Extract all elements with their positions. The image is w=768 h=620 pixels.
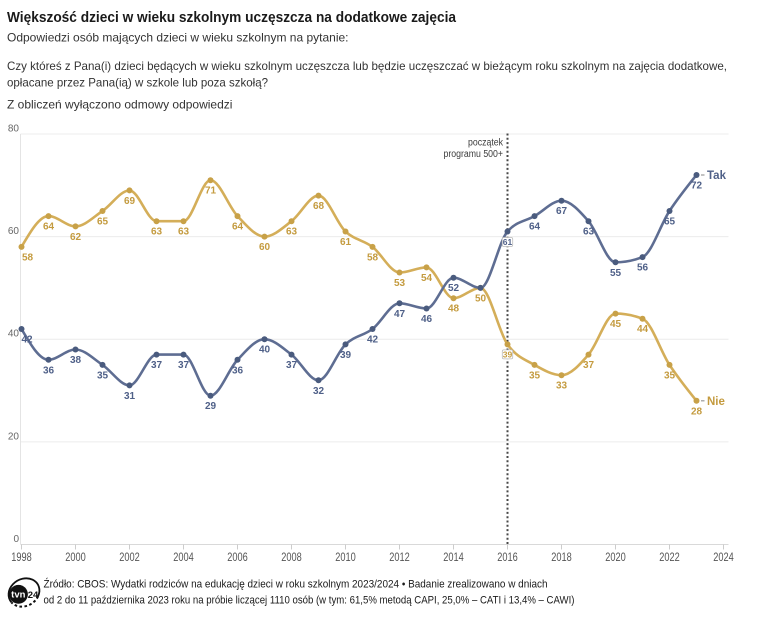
- svg-text:2006: 2006: [227, 552, 248, 564]
- svg-text:54: 54: [421, 273, 433, 284]
- svg-text:58: 58: [22, 252, 34, 263]
- svg-text:63: 63: [286, 227, 298, 238]
- svg-text:56: 56: [637, 263, 649, 274]
- svg-text:37: 37: [178, 360, 190, 371]
- svg-text:2022: 2022: [659, 552, 680, 564]
- svg-text:50: 50: [475, 293, 487, 304]
- svg-text:63: 63: [178, 227, 190, 238]
- svg-text:opłacane przez Pana(ią) w szko: opłacane przez Pana(ią) w szkole lub poz…: [7, 76, 268, 90]
- svg-text:32: 32: [313, 386, 325, 397]
- svg-text:80: 80: [8, 124, 20, 135]
- svg-text:35: 35: [97, 370, 109, 381]
- svg-text:38: 38: [70, 355, 82, 366]
- svg-text:60: 60: [259, 242, 271, 253]
- svg-text:2004: 2004: [173, 552, 194, 564]
- svg-text:39: 39: [503, 349, 513, 359]
- svg-text:2014: 2014: [443, 552, 464, 564]
- svg-text:tvn: tvn: [11, 590, 25, 601]
- svg-text:63: 63: [151, 227, 163, 238]
- svg-text:61: 61: [340, 237, 352, 248]
- svg-text:71: 71: [205, 186, 217, 197]
- svg-text:2012: 2012: [389, 552, 410, 564]
- svg-text:28: 28: [691, 406, 703, 417]
- svg-text:2024: 2024: [713, 552, 734, 564]
- svg-text:61: 61: [503, 237, 513, 247]
- svg-text:33: 33: [556, 381, 568, 392]
- svg-text:36: 36: [43, 365, 55, 376]
- svg-text:65: 65: [97, 217, 109, 228]
- svg-text:29: 29: [205, 401, 217, 412]
- svg-text:64: 64: [43, 222, 55, 233]
- svg-text:44: 44: [637, 324, 649, 335]
- svg-text:67: 67: [556, 206, 568, 217]
- svg-text:69: 69: [124, 196, 136, 207]
- svg-text:1998: 1998: [11, 552, 32, 564]
- svg-text:2002: 2002: [119, 552, 140, 564]
- svg-text:60: 60: [8, 226, 20, 237]
- svg-text:2018: 2018: [551, 552, 572, 564]
- svg-text:Z obliczeń wyłączono odmowy od: Z obliczeń wyłączono odmowy odpowiedzi: [7, 98, 232, 112]
- svg-text:47: 47: [394, 309, 406, 320]
- svg-text:58: 58: [367, 252, 379, 263]
- svg-text:37: 37: [286, 360, 298, 371]
- svg-text:68: 68: [313, 201, 325, 212]
- svg-text:programu 500+: programu 500+: [444, 149, 504, 160]
- svg-text:Źródło: CBOS: Wydatki rodziców: Źródło: CBOS: Wydatki rodziców na edukac…: [44, 578, 548, 591]
- svg-text:36: 36: [232, 365, 244, 376]
- svg-text:40: 40: [259, 345, 271, 356]
- svg-text:62: 62: [70, 232, 82, 243]
- svg-text:55: 55: [610, 268, 622, 279]
- svg-text:42: 42: [21, 335, 33, 346]
- svg-text:Tak: Tak: [707, 170, 727, 182]
- svg-text:35: 35: [529, 370, 541, 381]
- svg-text:52: 52: [448, 283, 460, 294]
- svg-text:48: 48: [448, 304, 460, 315]
- svg-text:42: 42: [367, 335, 379, 346]
- svg-text:37: 37: [583, 360, 595, 371]
- svg-text:39: 39: [340, 350, 352, 361]
- svg-text:od 2 do 11 października 2023 r: od 2 do 11 października 2023 roku na pró…: [44, 595, 575, 607]
- svg-text:40: 40: [8, 329, 20, 340]
- svg-text:53: 53: [394, 278, 406, 289]
- svg-text:20: 20: [8, 431, 20, 442]
- svg-text:35: 35: [664, 370, 676, 381]
- svg-text:65: 65: [664, 217, 676, 228]
- svg-text:Czy któreś z Pana(i) dzieci bę: Czy któreś z Pana(i) dzieci będących w w…: [7, 59, 727, 73]
- svg-text:2008: 2008: [281, 552, 302, 564]
- svg-text:Odpowiedzi osób mających dziec: Odpowiedzi osób mających dzieci w wieku …: [7, 31, 349, 45]
- svg-text:2016: 2016: [497, 552, 518, 564]
- svg-text:24: 24: [28, 590, 39, 601]
- svg-text:Nie: Nie: [707, 396, 725, 408]
- svg-text:63: 63: [583, 227, 595, 238]
- svg-text:64: 64: [529, 222, 541, 233]
- svg-text:31: 31: [124, 391, 136, 402]
- svg-text:45: 45: [610, 319, 622, 330]
- svg-text:2010: 2010: [335, 552, 356, 564]
- svg-text:2020: 2020: [605, 552, 626, 564]
- svg-text:72: 72: [691, 181, 703, 192]
- svg-text:46: 46: [421, 314, 433, 325]
- svg-text:0: 0: [13, 534, 19, 545]
- svg-text:64: 64: [232, 222, 244, 233]
- svg-text:Większość dzieci w wieku szkol: Większość dzieci w wieku szkolnym uczęsz…: [7, 9, 457, 26]
- svg-text:początek: początek: [468, 137, 504, 148]
- svg-text:37: 37: [151, 360, 163, 371]
- svg-text:2000: 2000: [65, 552, 86, 564]
